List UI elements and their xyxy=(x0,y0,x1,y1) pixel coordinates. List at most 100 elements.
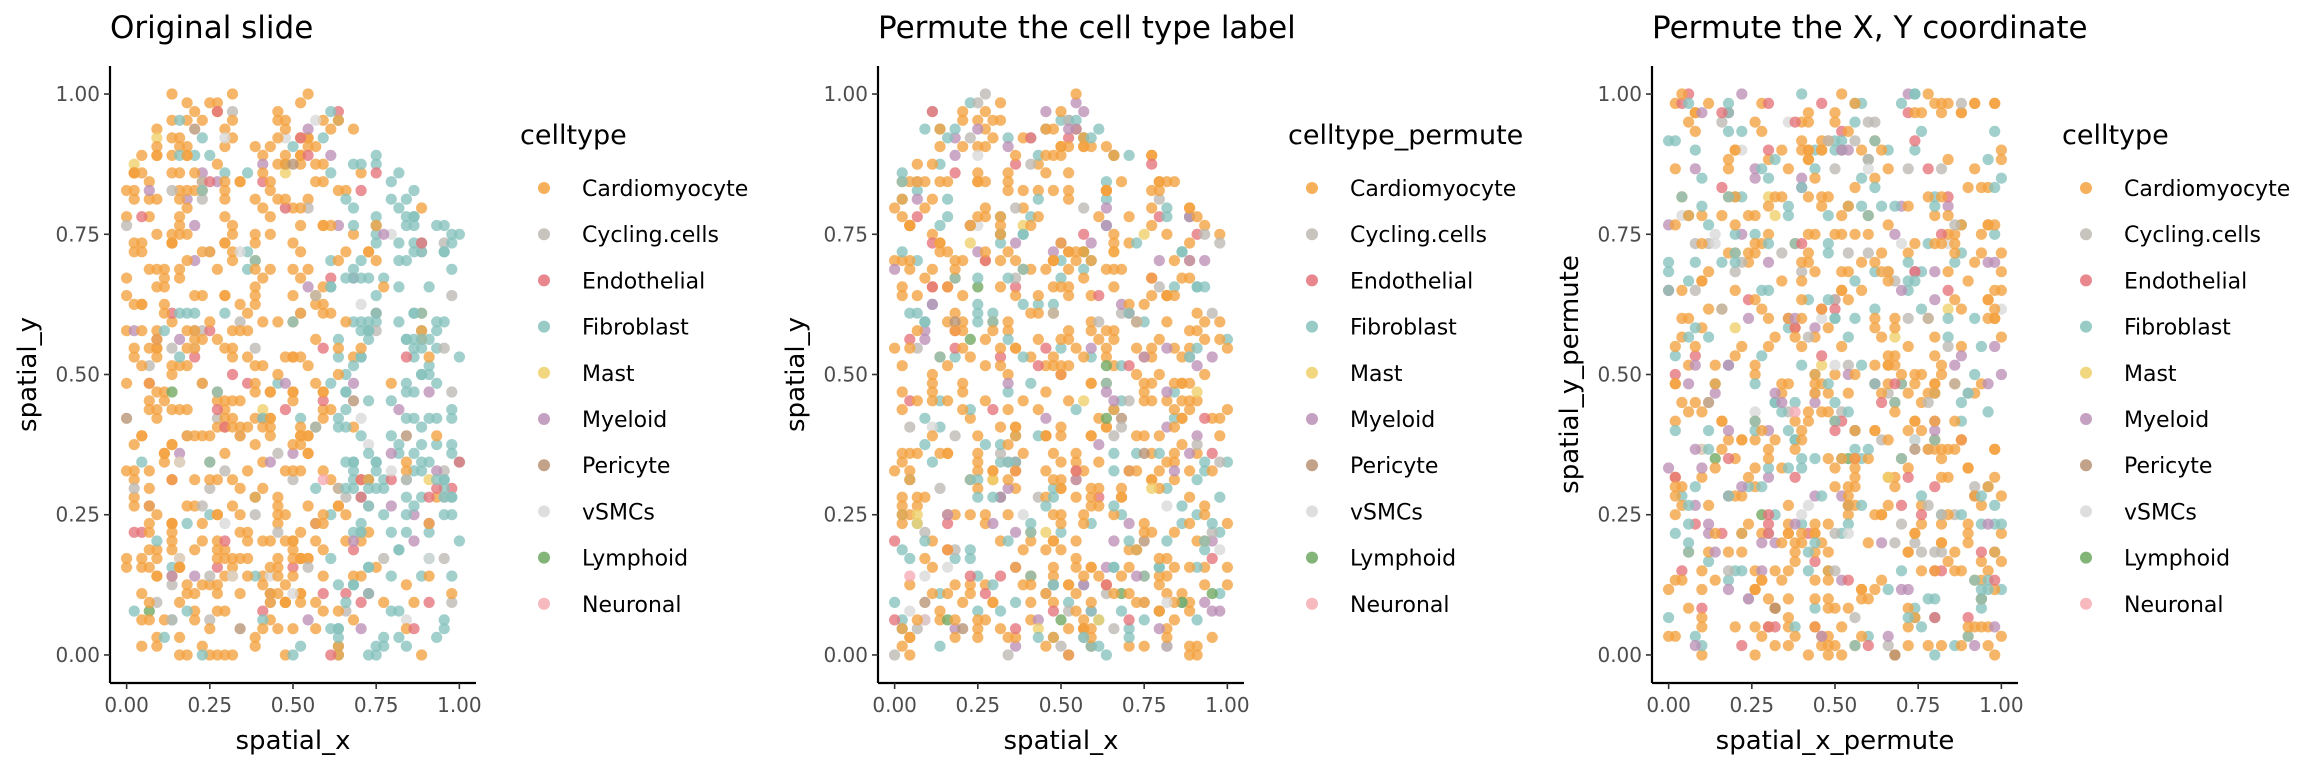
scatter-point xyxy=(1762,144,1775,156)
scatter-point xyxy=(219,605,231,617)
scatter-point xyxy=(1909,434,1921,446)
scatter-point xyxy=(1663,462,1675,474)
scatter-point xyxy=(1002,141,1014,153)
scatter-point xyxy=(1002,482,1014,494)
scatter-point xyxy=(1055,544,1067,556)
scatter-point xyxy=(1975,593,1987,605)
scatter-point xyxy=(158,307,170,319)
scatter-point xyxy=(158,272,170,284)
scatter-point xyxy=(1782,593,1794,605)
y-tick-label: 0.75 xyxy=(1597,222,1642,246)
scatter-point xyxy=(295,97,307,109)
scatter-point xyxy=(1776,406,1788,418)
scatter-point xyxy=(1856,200,1868,212)
legend-swatch xyxy=(1306,413,1318,425)
scatter-point xyxy=(234,623,246,635)
scatter-point xyxy=(189,342,201,354)
scatter-point xyxy=(136,325,148,337)
scatter-point xyxy=(1108,430,1120,442)
scatter-point xyxy=(272,552,284,565)
scatter-point xyxy=(1055,333,1067,345)
scatter-point xyxy=(1929,481,1941,493)
scatter-point xyxy=(1703,396,1715,409)
scatter-point xyxy=(287,158,299,170)
scatter-point xyxy=(1842,200,1854,212)
scatter-point xyxy=(1995,555,2007,568)
scatter-point xyxy=(1709,462,1721,474)
scatter-point xyxy=(1108,509,1120,521)
scatter-point xyxy=(1982,153,1994,166)
scatter-point xyxy=(1040,526,1052,538)
scatter-point xyxy=(219,517,231,530)
scatter-point xyxy=(1949,228,1961,240)
scatter-point xyxy=(1047,123,1059,135)
scatter-point xyxy=(1922,88,1934,100)
scatter-point xyxy=(272,517,284,530)
scatter-point xyxy=(979,395,992,407)
scatter-point xyxy=(964,412,976,424)
scatter-point xyxy=(136,360,148,372)
scatter-point xyxy=(987,474,999,486)
scatter-point xyxy=(1184,491,1196,503)
scatter-point xyxy=(1929,387,1941,399)
scatter-point xyxy=(332,342,344,354)
scatter-point xyxy=(1153,447,1165,459)
scatter-point xyxy=(1749,172,1761,184)
scatter-point xyxy=(1929,546,1941,558)
scatter-point xyxy=(1047,255,1059,267)
scatter-point xyxy=(1729,322,1741,334)
scatter-point xyxy=(363,395,375,407)
scatter-point xyxy=(370,290,382,302)
scatter-point xyxy=(889,465,901,477)
legend: celltypeCardiomyocyteCycling.cellsEndoth… xyxy=(2062,120,2290,618)
scatter-point xyxy=(1809,163,1821,175)
scatter-point xyxy=(1063,596,1075,609)
scatter-point xyxy=(189,307,201,319)
scatter-point xyxy=(1168,421,1180,433)
y-tick-label: 0.25 xyxy=(823,503,868,527)
legend-label: Lymphoid xyxy=(582,547,688,572)
scatter-point xyxy=(896,517,908,530)
scatter-point xyxy=(453,535,465,547)
scatter-point xyxy=(1032,298,1044,310)
scatter-point xyxy=(1902,583,1914,596)
scatter-point xyxy=(942,132,954,144)
scatter-point xyxy=(1962,275,1974,287)
scatter-point xyxy=(1093,456,1105,468)
scatter-point xyxy=(979,88,992,100)
scatter-point xyxy=(1962,612,1974,624)
scatter-point xyxy=(1876,387,1888,399)
scatter-point xyxy=(1796,425,1808,437)
scatter-point xyxy=(279,596,291,609)
scatter-point xyxy=(143,176,155,188)
scatter-point xyxy=(1085,561,1097,573)
scatter-point xyxy=(166,517,178,530)
scatter-point xyxy=(340,421,352,433)
scatter-point xyxy=(128,500,140,512)
scatter-point xyxy=(1010,158,1022,170)
scatter-point xyxy=(1782,612,1794,624)
scatter-point xyxy=(1085,325,1097,337)
scatter-point xyxy=(446,228,458,240)
scatter-point xyxy=(151,386,163,398)
scatter-point xyxy=(1836,210,1848,222)
scatter-point xyxy=(166,342,178,354)
scatter-point xyxy=(1769,210,1781,222)
scatter-point xyxy=(272,368,284,381)
scatter-point xyxy=(1982,256,1994,268)
scatter-point xyxy=(128,237,140,249)
scatter-point xyxy=(1776,378,1788,390)
scatter-point xyxy=(1935,368,1948,381)
scatter-point xyxy=(257,167,269,179)
scatter-point xyxy=(1842,359,1854,371)
scatter-point xyxy=(1975,555,1987,568)
legend-label: Cardiomyocyte xyxy=(582,177,748,202)
scatter-point xyxy=(1025,517,1037,530)
scatter-point xyxy=(1153,255,1165,267)
scatter-point xyxy=(1184,325,1196,337)
scatter-point xyxy=(972,605,984,617)
scatter-point xyxy=(1683,546,1695,558)
scatter-point xyxy=(1935,471,1948,483)
scatter-point xyxy=(204,97,216,109)
scatter-point xyxy=(1100,184,1112,197)
